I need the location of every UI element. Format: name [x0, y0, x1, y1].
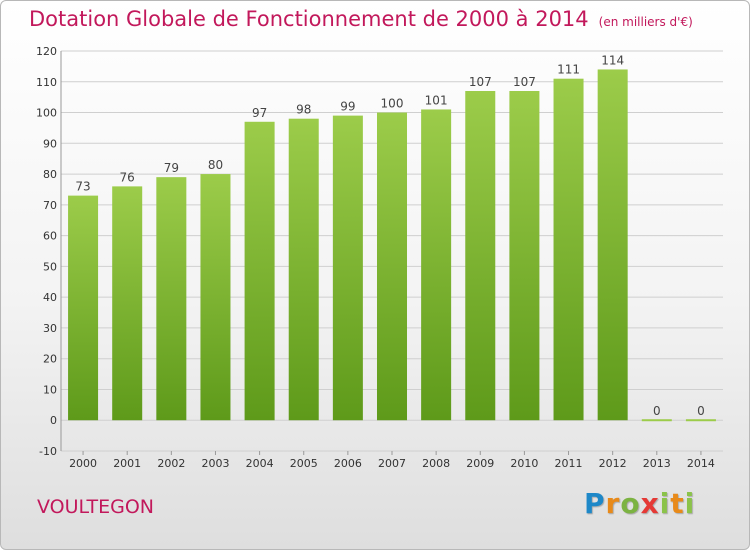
- x-tick-label: 2005: [290, 457, 318, 470]
- x-tick-label: 2009: [466, 457, 494, 470]
- x-tick-label: 2011: [555, 457, 583, 470]
- y-tick-label: 0: [50, 414, 57, 427]
- label-layer: 73 76 79 80 97 98 99 100 101 107 107 111 114 0 0: [75, 53, 704, 418]
- x-tick-label: 2000: [69, 457, 97, 470]
- value-label: 98: [296, 103, 311, 117]
- value-label: 111: [557, 63, 580, 77]
- y-tick-label: -10: [39, 445, 57, 458]
- chart-subtitle: (en milliers d'€): [598, 15, 693, 29]
- value-label: 99: [340, 100, 355, 114]
- chart-title-text: Dotation Globale de Fonctionnement de 20…: [29, 7, 589, 31]
- bar: [421, 109, 452, 421]
- bar: [244, 121, 275, 421]
- y-tick-label: 120: [36, 45, 57, 58]
- bar: [288, 118, 319, 421]
- value-label: 0: [697, 404, 705, 418]
- bar: [553, 78, 584, 421]
- logo-letter: i: [684, 487, 696, 520]
- x-tick-label: 2014: [687, 457, 715, 470]
- bar: [641, 419, 672, 422]
- value-label: 76: [120, 170, 135, 184]
- y-tick-label: 50: [43, 260, 57, 273]
- logo-letter: i: [659, 487, 671, 520]
- value-label: 107: [513, 75, 536, 89]
- x-tick-label: 2008: [422, 457, 450, 470]
- logo-letter: t: [670, 487, 685, 520]
- x-tick-label: 2013: [643, 457, 671, 470]
- x-tick-label: 2012: [599, 457, 627, 470]
- logo-letter: P: [584, 487, 606, 520]
- y-tick-label: 40: [43, 291, 57, 304]
- bar: [68, 195, 99, 421]
- x-tick-label: 2004: [246, 457, 274, 470]
- bar: [112, 186, 143, 421]
- axis-layer: -10 0 10 20 30 40 50 60 70 80 90 100 110 120 2000 2001 2…: [36, 45, 715, 470]
- y-tick-label: 30: [43, 322, 57, 335]
- x-tick-label: 2010: [510, 457, 538, 470]
- bar: [465, 91, 496, 421]
- value-label: 97: [252, 106, 267, 120]
- bar: [156, 177, 187, 421]
- value-label: 73: [75, 180, 90, 194]
- y-tick-label: 60: [43, 230, 57, 243]
- bar: [200, 174, 231, 421]
- bar: [685, 419, 716, 422]
- commune-name: VOULTEGON: [37, 496, 154, 518]
- value-label: 79: [164, 161, 179, 175]
- y-tick-label: 10: [43, 383, 57, 396]
- x-tick-label: 2002: [157, 457, 185, 470]
- logo-letter: o: [620, 487, 641, 520]
- y-tick-label: 110: [36, 76, 57, 89]
- bar: [332, 115, 363, 421]
- y-tick-label: 100: [36, 107, 57, 120]
- value-label: 0: [653, 404, 661, 418]
- proxiti-logo: Proxiti: [584, 487, 695, 520]
- bar: [376, 112, 408, 421]
- value-label: 100: [381, 97, 404, 111]
- logo-letter: x: [640, 487, 660, 520]
- logo-letter: r: [605, 487, 621, 520]
- y-tick-label: 70: [43, 199, 57, 212]
- value-label: 114: [601, 53, 624, 67]
- chart-title: Dotation Globale de Fonctionnement de 20…: [29, 7, 693, 31]
- value-label: 101: [425, 93, 448, 107]
- value-label: 107: [469, 75, 492, 89]
- x-tick-label: 2001: [113, 457, 141, 470]
- bar: [597, 69, 628, 421]
- value-label: 80: [208, 158, 223, 172]
- y-tick-label: 90: [43, 137, 57, 150]
- y-tick-label: 80: [43, 168, 57, 181]
- y-tick-label: 20: [43, 353, 57, 366]
- bar-layer: [68, 69, 716, 422]
- x-tick-label: 2006: [334, 457, 362, 470]
- x-tick-label: 2007: [378, 457, 406, 470]
- bar: [509, 91, 540, 421]
- x-tick-label: 2003: [201, 457, 229, 470]
